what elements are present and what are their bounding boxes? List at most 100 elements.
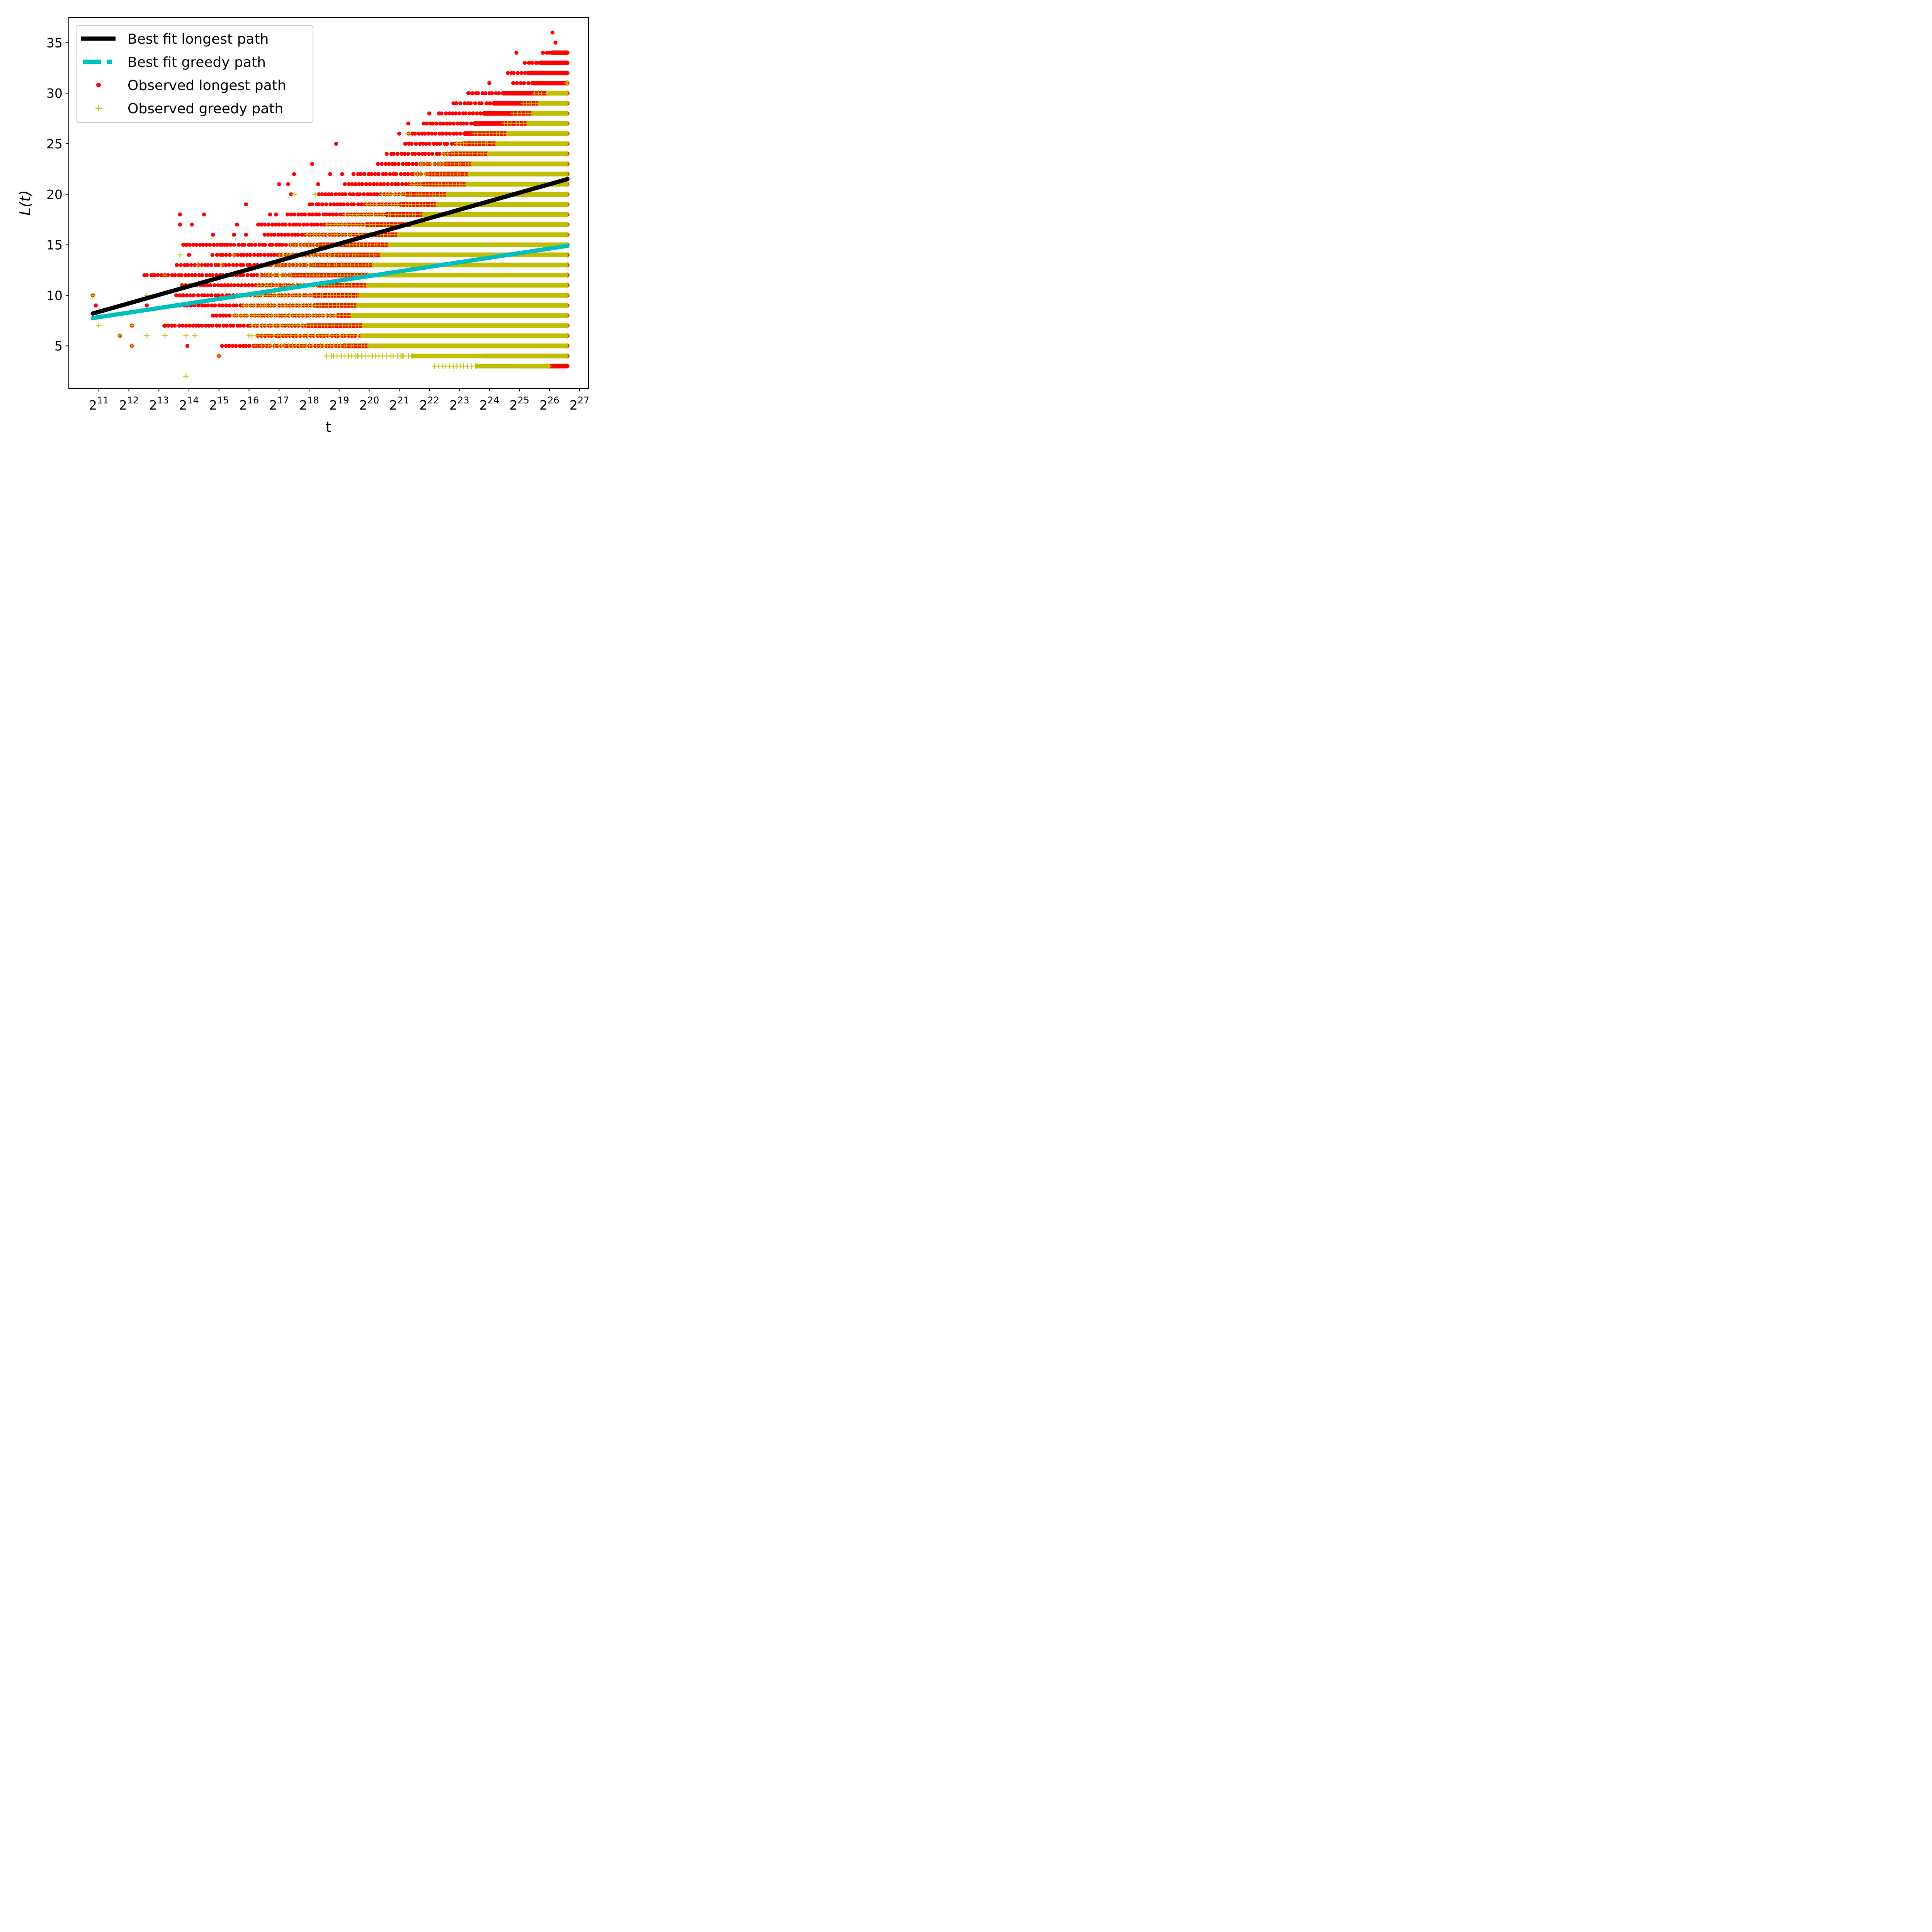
longest-path-point [393,162,397,166]
obs_greedy-dense-band [423,212,568,217]
longest-path-point [197,273,201,277]
greedy-path-point [420,212,426,218]
longest-path-point [156,273,160,277]
longest-path-point [418,141,422,146]
greedy-path-point [485,151,490,157]
longest-path-point [206,303,210,308]
longest-path-point [512,71,516,75]
longest-path-point [491,101,495,105]
longest-path-point [452,131,456,136]
longest-path-point [223,263,228,267]
greedy-path-point [503,131,509,136]
longest-path-point [565,364,570,368]
longest-path-point [382,182,386,186]
longest-path-point [286,182,290,186]
longest-path-point [340,192,345,196]
greedy-path-point [276,282,282,288]
longest-path-point [319,223,323,227]
longest-path-point [357,182,361,186]
longest-path-point [224,253,228,257]
longest-path-point [220,303,225,308]
longest-path-point [250,283,254,287]
longest-path-point [347,182,351,186]
longest-path-point [310,162,314,166]
longest-path-point [362,192,366,196]
longest-path-point [253,243,257,247]
x-axis-title: t [326,418,332,435]
longest-path-point [208,283,213,287]
longest-path-point [214,323,219,328]
longest-path-point [445,141,449,146]
longest-path-point [324,212,328,217]
plot-frame [68,17,589,389]
longest-path-point [166,273,170,277]
longest-path-point [383,162,388,166]
longest-path-point [294,223,298,227]
longest-path-point [273,223,278,227]
longest-path-point [189,263,193,267]
greedy-path-point [399,353,405,359]
greedy-path-point [257,272,263,278]
longest-path-point [266,223,271,227]
longest-path-point [269,233,273,237]
longest-path-point [440,131,445,136]
greedy-path-point [565,353,570,359]
longest-path-point [378,182,383,186]
longest-path-point [417,131,421,136]
greedy-path-point [323,353,329,359]
longest-path-point [334,141,338,146]
greedy-path-point [544,90,549,96]
y-tick-label: 10 [46,288,63,303]
longest-path-point [468,111,472,116]
longest-path-point [210,303,214,308]
longest-path-point [221,323,226,328]
greedy-path-point [412,212,418,218]
longest-path-point [500,91,505,95]
greedy-path-point [288,262,294,268]
longest-path-point [252,273,256,277]
greedy-path-point [565,111,570,116]
greedy-path-point [546,363,552,369]
longest-path-point [242,323,246,328]
longest-path-point [177,323,182,328]
longest-path-point [193,273,197,277]
longest-path-point [553,41,558,45]
longest-path-point [522,81,526,85]
longest-path-point [565,51,570,55]
longest-path-point [94,303,98,308]
longest-path-point [395,151,400,156]
obs_greedy-dense-band [532,111,568,116]
longest-path-point [210,253,214,257]
longest-path-point [217,323,222,328]
obs_greedy-dense-band [366,283,568,288]
longest-path-point [229,283,233,287]
greedy-path-point [96,323,102,328]
longest-path-point [204,273,209,277]
greedy-path-point [443,191,449,197]
longest-path-point [231,323,235,328]
greedy-path-point [539,90,545,96]
longest-path-point [209,263,213,267]
longest-path-point [292,172,296,176]
greedy-path-point [291,191,297,197]
longest-path-point [293,233,298,237]
longest-path-point [231,303,236,308]
greedy-path-point [465,171,471,177]
longest-path-point [204,323,208,328]
longest-path-point [341,202,346,207]
longest-path-point [290,233,294,237]
greedy-path-point [267,293,273,298]
longest-path-point [310,202,315,207]
longest-path-point [186,273,191,277]
longest-path-point [200,323,204,328]
longest-path-point [285,212,290,217]
longest-path-point [215,243,219,247]
longest-path-point [464,121,469,126]
longest-path-point [367,182,372,186]
longest-path-point [362,172,367,176]
greedy-path-point [405,131,411,136]
longest-path-point [469,101,473,105]
longest-path-point [463,101,467,105]
greedy-path-point [312,191,318,197]
greedy-path-point [287,242,293,248]
